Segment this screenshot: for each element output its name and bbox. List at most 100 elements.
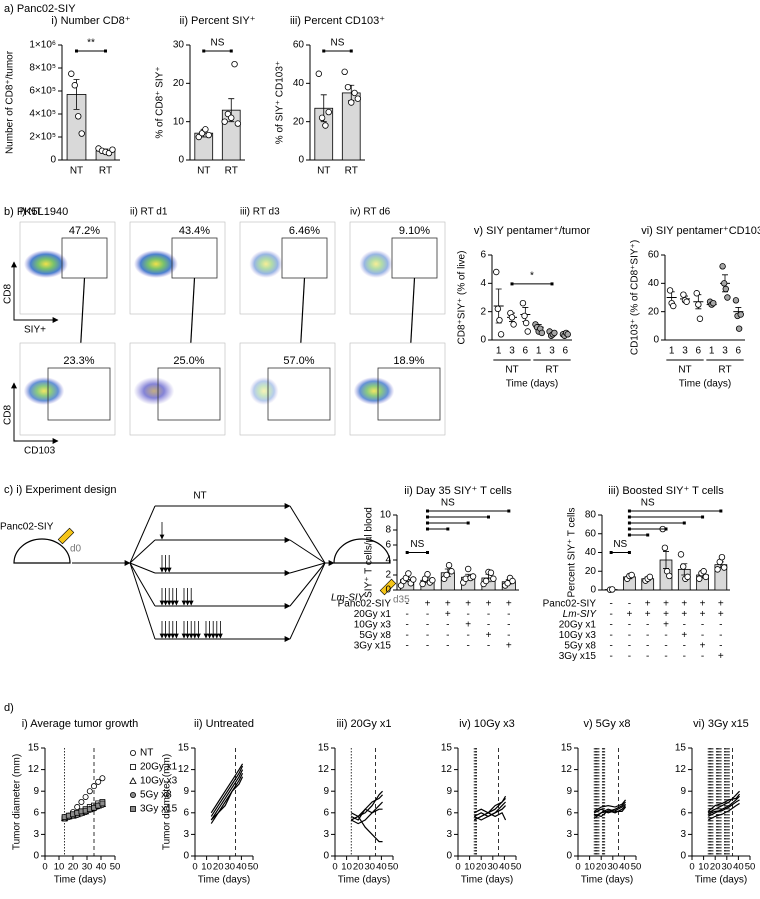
y-tick-label: 0 xyxy=(183,851,189,862)
y-tick-label: 4×10⁵ xyxy=(29,109,56,120)
x-tick-label: 3 xyxy=(549,346,555,357)
x-tick-label: 50 xyxy=(248,862,259,873)
row-label: Panc02-SIY xyxy=(338,599,392,610)
data-point xyxy=(318,114,326,122)
x-tick-label: 1 xyxy=(669,346,675,357)
tumor-line xyxy=(707,793,741,812)
data-point xyxy=(666,287,674,294)
mouse xyxy=(13,538,71,564)
row-mark: + xyxy=(681,609,687,620)
tumor-line xyxy=(593,806,627,820)
design-line xyxy=(289,505,326,564)
group-label: RT xyxy=(718,365,731,376)
panel-label: b) PK5L1940 xyxy=(4,206,68,218)
data-point xyxy=(509,577,516,585)
data-point xyxy=(679,563,687,570)
y-tick-label: 40 xyxy=(648,278,660,289)
plot-title: i) NT xyxy=(20,207,42,218)
y-tick-label: 15 xyxy=(675,743,687,754)
y-tick-label: 60 xyxy=(648,250,660,261)
data-point xyxy=(344,83,352,91)
cell-cloud xyxy=(134,250,178,278)
data-point xyxy=(487,569,495,576)
row-mark: - xyxy=(683,651,686,662)
x-tick-label: 40 xyxy=(619,862,630,873)
y-tick-label: 2 xyxy=(385,570,391,581)
axis-label: CD103 xyxy=(24,446,56,457)
y-tick-label: 0 xyxy=(50,155,56,166)
data-point xyxy=(202,126,209,133)
design-line xyxy=(129,562,156,607)
x-axis-label: Time (days) xyxy=(679,379,731,390)
y-axis-label: Percent SIY⁺ T cells xyxy=(567,508,578,598)
y-tick-label: 12 xyxy=(28,764,40,775)
row-mark: + xyxy=(663,599,669,610)
data-point xyxy=(469,573,477,580)
chart-title: i) Number CD8⁺ xyxy=(51,15,130,27)
row-mark: - xyxy=(426,609,429,620)
row-label: 10Gy x3 xyxy=(559,630,597,641)
data-point xyxy=(521,312,528,320)
row-mark: - xyxy=(664,630,667,641)
x-tick-label: 20 xyxy=(476,862,487,873)
y-tick-label: 0 xyxy=(385,585,391,596)
significance-label: NS xyxy=(331,38,345,49)
y-tick-label: 0 xyxy=(33,851,39,862)
data-point xyxy=(74,804,81,811)
y-tick-label: 9 xyxy=(33,786,39,797)
row-mark: - xyxy=(609,630,612,641)
chart-title: iii) 20Gy x1 xyxy=(336,718,391,730)
data-point xyxy=(666,572,673,580)
chart-title: vi) SIY pentamer⁺CD103⁺ xyxy=(641,225,760,237)
bracket-end xyxy=(510,282,514,286)
row-mark: - xyxy=(628,641,631,652)
x-axis-label: Time (days) xyxy=(198,875,250,886)
row-mark: - xyxy=(507,620,510,631)
row-mark: + xyxy=(486,599,492,610)
y-tick-label: 6 xyxy=(183,807,189,818)
y-tick-label: 4 xyxy=(480,278,486,289)
bracket-end xyxy=(550,282,554,286)
y-tick-label: 0 xyxy=(680,851,686,862)
y-tick-label: 0 xyxy=(480,335,486,346)
data-point xyxy=(490,575,497,582)
data-point xyxy=(510,321,517,328)
data-point xyxy=(524,328,531,335)
data-point xyxy=(522,319,530,327)
row-mark: + xyxy=(718,651,724,662)
row-mark: - xyxy=(628,630,631,641)
x-tick-label: 20 xyxy=(68,862,79,873)
data-point xyxy=(464,565,472,573)
y-tick-label: 60 xyxy=(293,40,305,51)
design-label: d0 xyxy=(70,544,82,555)
data-point xyxy=(551,329,558,337)
chart-title: i) Average tumor growth xyxy=(22,718,139,730)
significance-label: NS xyxy=(441,498,455,509)
tumor-line xyxy=(210,763,244,814)
row-mark: - xyxy=(405,599,408,610)
x-tick-label: NT xyxy=(197,166,210,177)
data-point xyxy=(684,573,691,581)
x-tick-label: 0 xyxy=(192,862,197,873)
row-mark: - xyxy=(609,620,612,631)
row-mark: - xyxy=(466,630,469,641)
y-tick-label: 3 xyxy=(566,829,572,840)
x-tick-label: 1 xyxy=(709,346,715,357)
row-mark: - xyxy=(446,630,449,641)
design-label: Panc02-SIY xyxy=(0,522,54,533)
significance-label: ** xyxy=(87,38,95,49)
legend-swatch xyxy=(129,777,137,784)
significance-label: * xyxy=(530,271,534,282)
panel-label: d) xyxy=(4,702,14,714)
x-tick-label: 40 xyxy=(499,862,510,873)
row-mark: - xyxy=(664,641,667,652)
x-tick-label: NT xyxy=(70,166,83,177)
row-mark: + xyxy=(700,599,706,610)
data-point xyxy=(99,800,106,807)
y-tick-label: 4 xyxy=(385,555,391,566)
legend-label: 5Gy x8 xyxy=(140,790,172,801)
row-label: 10Gy x3 xyxy=(354,620,392,631)
data-point xyxy=(661,544,669,552)
significance-label: NS xyxy=(211,38,225,49)
y-tick-label: 20 xyxy=(585,566,597,577)
